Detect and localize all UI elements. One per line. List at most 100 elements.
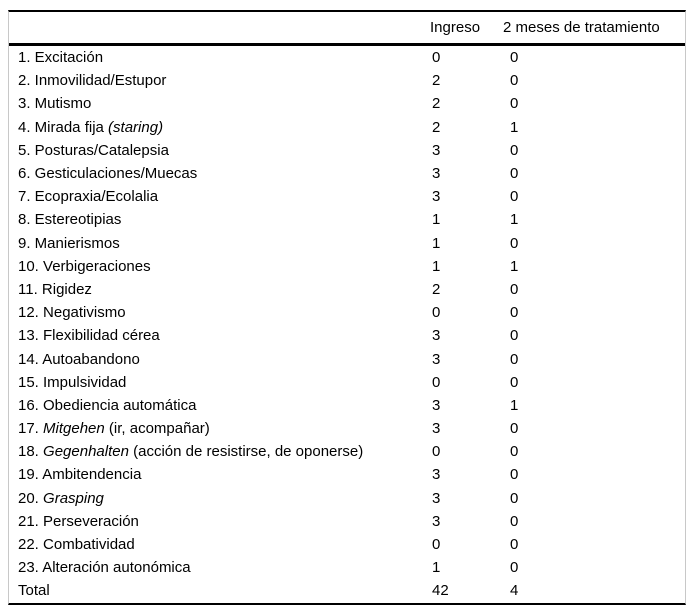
symptom-label: 16. Obediencia automática — [18, 396, 197, 414]
table-row: 14. Autoabandono 3 0 — [9, 347, 685, 370]
table-row: 22. Combatividad 0 0 — [9, 533, 685, 556]
ingreso-value: 3 — [432, 165, 441, 183]
symptom-label: 5. Posturas/Catalepsia — [18, 141, 169, 159]
tratamiento-value: 0 — [510, 536, 519, 554]
tratamiento-value: 1 — [510, 118, 519, 136]
ingreso-value: 1 — [432, 559, 441, 577]
ingreso-value: 3 — [432, 141, 441, 159]
ingreso-value: 3 — [432, 420, 441, 438]
symptom-label: 12. Negativismo — [18, 304, 126, 322]
symptom-label: 21. Perseveración — [18, 512, 139, 530]
symptom-label: 9. Manierismos — [18, 234, 120, 252]
table-row: 19. Ambitendencia 3 0 — [9, 463, 685, 486]
symptom-label: 13. Flexibilidad cérea — [18, 327, 160, 345]
ingreso-value: 3 — [432, 188, 441, 206]
tratamiento-value: 0 — [510, 188, 519, 206]
tratamiento-value: 0 — [510, 72, 519, 90]
table-row: 13. Flexibilidad cérea 3 0 — [9, 324, 685, 347]
ingreso-value: 3 — [432, 396, 441, 414]
table-row: 21. Perseveración 3 0 — [9, 510, 685, 533]
tratamiento-value: 0 — [510, 489, 519, 507]
tratamiento-value: 0 — [510, 373, 519, 391]
tratamiento-value: 4 — [510, 582, 519, 600]
header-tratamiento: 2 meses de tratamiento — [503, 19, 660, 36]
tratamiento-value: 1 — [510, 396, 519, 414]
ingreso-value: 0 — [432, 49, 441, 67]
symptom-label: 15. Impulsividad — [18, 373, 127, 391]
symptom-label: 19. Ambitendencia — [18, 466, 142, 484]
table-row: 3. Mutismo 2 0 — [9, 92, 685, 115]
tratamiento-value: 0 — [510, 350, 519, 368]
table-row: 8. Estereotipias 1 1 — [9, 208, 685, 231]
tratamiento-value: 0 — [510, 559, 519, 577]
table-row: 4. Mirada fija (staring) 2 1 — [9, 116, 685, 139]
ingreso-value: 1 — [432, 234, 441, 252]
symptom-label: 20. Grasping — [18, 489, 104, 507]
table-row: 12. Negativismo 0 0 — [9, 301, 685, 324]
table-row: 18. Gegenhalten (acción de resistirse, d… — [9, 440, 685, 463]
tratamiento-value: 0 — [510, 280, 519, 298]
symptom-label: 22. Combatividad — [18, 536, 135, 554]
table-row: 7. Ecopraxia/Ecolalia 3 0 — [9, 185, 685, 208]
symptom-label: 8. Estereotipias — [18, 211, 122, 229]
tratamiento-value: 0 — [510, 234, 519, 252]
symptom-label: 3. Mutismo — [18, 95, 92, 113]
table-row: 20. Grasping 3 0 — [9, 487, 685, 510]
table-row: 16. Obediencia automática 3 1 — [9, 394, 685, 417]
table-row: 10. Verbigeraciones 1 1 — [9, 255, 685, 278]
table-row: 1. Excitación 0 0 — [9, 46, 685, 69]
tratamiento-value: 0 — [510, 443, 519, 461]
tratamiento-value: 0 — [510, 327, 519, 345]
symptom-label: 23. Alteración autonómica — [18, 559, 191, 577]
ingreso-value: 0 — [432, 443, 441, 461]
ingreso-value: 0 — [432, 536, 441, 554]
tratamiento-value: 0 — [510, 420, 519, 438]
tratamiento-value: 0 — [510, 165, 519, 183]
ingreso-value: 0 — [432, 373, 441, 391]
ingreso-value: 3 — [432, 466, 441, 484]
header-ingreso: Ingreso — [430, 19, 481, 36]
ingreso-value: 1 — [432, 211, 441, 229]
symptom-label: 14. Autoabandono — [18, 350, 140, 368]
table-row: 11. Rigidez 2 0 — [9, 278, 685, 301]
symptom-label: 18. Gegenhalten (acción de resistirse, d… — [18, 443, 364, 461]
ingreso-value: 1 — [432, 257, 441, 275]
ingreso-value: 3 — [432, 512, 441, 530]
table-header-row: Ingreso 2 meses de tratamiento — [9, 12, 685, 46]
ingreso-value: 2 — [432, 95, 441, 113]
symptom-label: 10. Verbigeraciones — [18, 257, 151, 275]
table-row: 6. Gesticulaciones/Muecas 3 0 — [9, 162, 685, 185]
tratamiento-value: 0 — [510, 95, 519, 113]
tratamiento-value: 0 — [510, 304, 519, 322]
ingreso-value: 0 — [432, 304, 441, 322]
symptom-label: Total — [18, 582, 50, 600]
table-row: 2. Inmovilidad/Estupor 2 0 — [9, 69, 685, 92]
ingreso-value: 2 — [432, 118, 441, 136]
symptoms-table: Ingreso 2 meses de tratamiento 1. Excita… — [8, 10, 686, 605]
table-body: 1. Excitación 0 0 2. Inmovilidad/Estupor 2 0 3… — [9, 46, 685, 603]
table-row: 9. Manierismos 1 0 — [9, 232, 685, 255]
table-row: 15. Impulsividad 0 0 — [9, 371, 685, 394]
symptom-label: 7. Ecopraxia/Ecolalia — [18, 188, 159, 206]
ingreso-value: 3 — [432, 350, 441, 368]
symptom-label: 4. Mirada fija (staring) — [18, 118, 164, 136]
ingreso-value: 2 — [432, 280, 441, 298]
table-row: 5. Posturas/Catalepsia 3 0 — [9, 139, 685, 162]
ingreso-value: 42 — [432, 582, 449, 600]
ingreso-value: 3 — [432, 327, 441, 345]
symptom-label: 11. Rigidez — [18, 280, 92, 298]
tratamiento-value: 1 — [510, 257, 519, 275]
symptom-label: 1. Excitación — [18, 49, 104, 67]
table-row: 23. Alteración autonómica 1 0 — [9, 556, 685, 579]
table-row: Total 42 4 — [9, 579, 685, 602]
tratamiento-value: 0 — [510, 466, 519, 484]
tratamiento-value: 1 — [510, 211, 519, 229]
symptom-label: 2. Inmovilidad/Estupor — [18, 72, 167, 90]
ingreso-value: 2 — [432, 72, 441, 90]
symptom-label: 6. Gesticulaciones/Muecas — [18, 165, 198, 183]
tratamiento-value: 0 — [510, 49, 519, 67]
ingreso-value: 3 — [432, 489, 441, 507]
tratamiento-value: 0 — [510, 141, 519, 159]
table-row: 17. Mitgehen (ir, acompañar) 3 0 — [9, 417, 685, 440]
symptom-label: 17. Mitgehen (ir, acompañar) — [18, 420, 210, 438]
